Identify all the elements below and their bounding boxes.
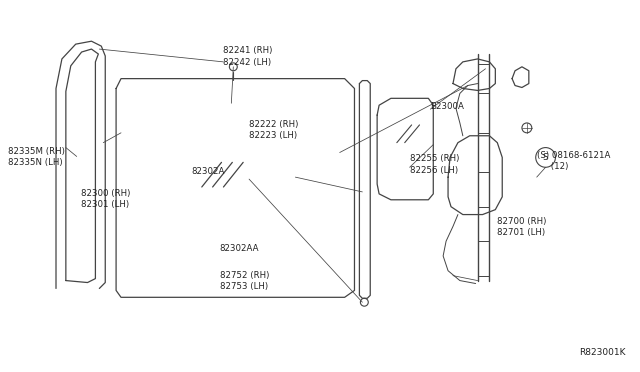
Text: (S) 08168-6121A
     (12): (S) 08168-6121A (12) xyxy=(537,151,610,171)
Text: 82302A: 82302A xyxy=(191,167,225,176)
Text: B2300A: B2300A xyxy=(430,102,464,111)
Text: 82700 (RH)
82701 (LH): 82700 (RH) 82701 (LH) xyxy=(497,217,547,237)
Text: 82255 (RH)
82256 (LH): 82255 (RH) 82256 (LH) xyxy=(410,154,459,175)
Text: 82300 (RH)
82301 (LH): 82300 (RH) 82301 (LH) xyxy=(81,189,130,209)
Text: 82302AA: 82302AA xyxy=(220,244,259,253)
Text: 82335M (RH)
82335N (LH): 82335M (RH) 82335N (LH) xyxy=(8,147,65,167)
Text: R823001K: R823001K xyxy=(579,349,625,357)
Text: 82241 (RH)
82242 (LH): 82241 (RH) 82242 (LH) xyxy=(223,46,273,67)
Text: 82222 (RH)
82223 (LH): 82222 (RH) 82223 (LH) xyxy=(249,120,298,141)
Text: 82752 (RH)
82753 (LH): 82752 (RH) 82753 (LH) xyxy=(220,271,269,291)
Text: S: S xyxy=(543,153,548,162)
